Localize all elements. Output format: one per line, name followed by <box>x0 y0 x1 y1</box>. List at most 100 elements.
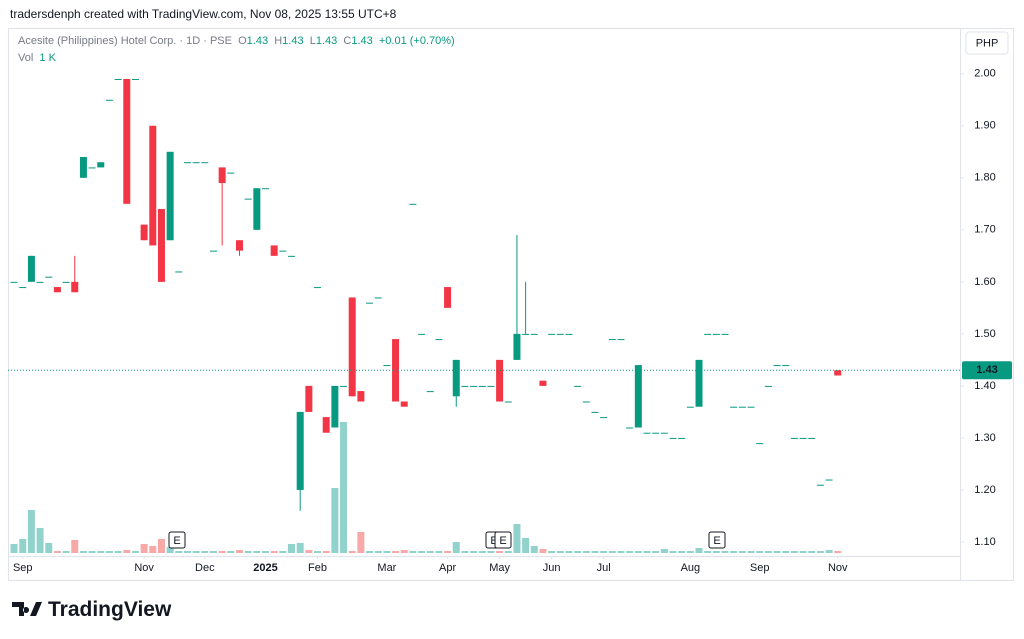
volume-bar <box>418 551 426 553</box>
candle-body <box>10 281 18 283</box>
y-tick-label: 1.40 <box>974 380 995 392</box>
volume-bar <box>764 551 772 553</box>
candle-body <box>374 297 382 299</box>
candle-body <box>452 359 460 397</box>
candle-body <box>808 437 816 439</box>
candle-body <box>166 151 174 241</box>
candle-body <box>721 333 729 335</box>
h-value: 1.43 <box>282 35 304 47</box>
candle-body <box>660 432 668 434</box>
candle-body <box>331 385 339 428</box>
volume-bar <box>235 550 243 553</box>
candle-body <box>730 406 738 408</box>
x-tick-label: Feb <box>308 562 327 574</box>
l-value: 1.43 <box>315 35 338 47</box>
volume-bar <box>747 551 755 553</box>
volume-bar <box>288 544 296 553</box>
volume-bar <box>539 549 547 553</box>
y-tick-label: 1.80 <box>974 172 995 184</box>
candle-body <box>400 401 408 407</box>
volume-bar <box>608 551 616 553</box>
candle-body <box>652 432 660 434</box>
volume-bar <box>756 551 764 553</box>
volume-bar <box>340 422 348 553</box>
candle-body <box>556 333 564 335</box>
candle-body <box>262 188 270 190</box>
volume-bar <box>461 551 469 553</box>
volume-bar <box>392 551 400 553</box>
volume-bar <box>227 551 235 553</box>
x-tick-label: Dec <box>195 562 215 574</box>
volume-bar <box>496 551 504 553</box>
volume-bar <box>470 551 478 553</box>
volume-bar <box>45 543 53 553</box>
candle-body <box>582 401 590 403</box>
x-tick-label: 2025 <box>253 562 277 574</box>
candle-body <box>244 198 252 200</box>
symbol: Acesite (Philippines) Hotel Corp. · 1D ·… <box>18 35 232 47</box>
candle-body <box>88 167 96 169</box>
volume-bar <box>790 551 798 553</box>
candle-body <box>175 271 183 273</box>
candle-body <box>539 380 547 386</box>
currency: PHP <box>976 37 999 49</box>
y-tick-label: 1.90 <box>974 120 995 132</box>
volume-bar <box>131 551 139 553</box>
volume-bar <box>357 532 365 553</box>
change: +0.01 (+0.70%) <box>378 35 455 47</box>
volume-bar <box>669 551 677 553</box>
volume-bar <box>62 551 70 553</box>
candle-body <box>45 276 53 278</box>
candle-body <box>816 484 824 486</box>
candle-body <box>288 255 296 257</box>
volume-bar <box>296 543 304 553</box>
candle-body <box>790 437 798 439</box>
candle-body <box>296 411 304 490</box>
earnings-box <box>494 531 512 549</box>
volume-bar <box>331 488 339 553</box>
l-label: L <box>309 35 316 47</box>
candle-body <box>799 437 807 439</box>
candle-body <box>712 333 720 335</box>
volume-bar <box>10 544 18 553</box>
candle-body <box>825 479 833 481</box>
x-tick-label: Jul <box>597 562 611 574</box>
candle-body <box>617 339 625 341</box>
candle-body <box>36 281 44 283</box>
x-tick-label: Sep <box>13 562 33 574</box>
c-value: 1.43 <box>351 35 373 47</box>
candle-body <box>764 385 772 387</box>
price-label-box <box>962 361 1012 380</box>
earnings-marker: E <box>490 535 497 547</box>
candle-body <box>279 250 287 252</box>
candle-body <box>157 209 165 282</box>
candle-body <box>105 99 113 101</box>
candle-body <box>209 250 217 252</box>
volume-bar <box>140 544 148 553</box>
logo: TradingView <box>48 598 172 621</box>
candle-body <box>71 281 79 293</box>
volume-bar <box>773 551 781 553</box>
candle-body <box>686 406 694 408</box>
volume-bar <box>678 551 686 553</box>
earnings-marker: E <box>499 535 506 547</box>
candle-body <box>643 432 651 434</box>
candle-body <box>704 333 712 335</box>
x-tick-label: Mar <box>377 562 396 574</box>
volume-bar <box>582 551 590 553</box>
volume-bar <box>366 551 374 553</box>
volume-bar <box>712 551 720 553</box>
currency-box[interactable] <box>965 31 1009 55</box>
volume-bar <box>253 551 261 553</box>
candle-body <box>201 162 209 164</box>
volume-bar <box>721 551 729 553</box>
volume-bar <box>123 550 131 553</box>
volume-bar <box>782 551 790 553</box>
y-tick-label: 2.00 <box>974 68 995 80</box>
candle-body <box>53 287 61 293</box>
candle-body <box>183 162 191 164</box>
legend: Acesite (Philippines) Hotel Corp. · 1D ·… <box>18 35 455 47</box>
volume-bar <box>166 547 174 553</box>
